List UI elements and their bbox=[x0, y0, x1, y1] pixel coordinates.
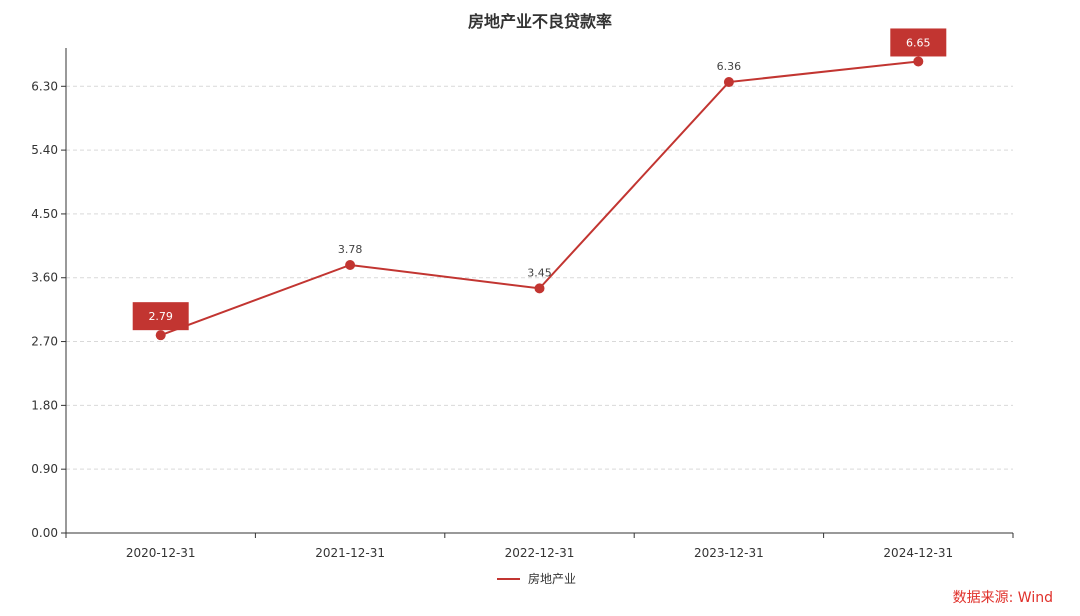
data-label: 3.78 bbox=[338, 243, 363, 256]
y-tick-label: 1.80 bbox=[31, 398, 58, 412]
series-line bbox=[160, 60, 919, 337]
data-points bbox=[155, 56, 924, 341]
y-tick-label: 2.70 bbox=[31, 335, 58, 349]
x-tick-label: 2022-12-31 bbox=[505, 546, 575, 560]
data-point[interactable] bbox=[345, 259, 356, 270]
grid-lines bbox=[66, 85, 1013, 470]
y-axis-ticks: 0.00 0.90 1.80 2.70 3.60 4.50 5.40 6.30 bbox=[31, 79, 66, 540]
data-source-note: 数据来源: Wind bbox=[952, 590, 1053, 606]
axes bbox=[65, 48, 1013, 534]
y-tick-label: 4.50 bbox=[31, 207, 58, 221]
x-axis-ticks: 2020-12-31 2021-12-31 2022-12-31 2023-12-31… bbox=[65, 533, 1014, 560]
data-label: 6.36 bbox=[717, 60, 742, 73]
data-label: 3.45 bbox=[527, 266, 552, 279]
legend-label: 房地产业 bbox=[528, 571, 576, 586]
y-tick-label: 3.60 bbox=[31, 271, 58, 285]
data-labels: 2.79 3.78 3.45 6.36 6.65 bbox=[132, 28, 947, 331]
data-label: 2.79 bbox=[148, 310, 173, 323]
series-lines bbox=[160, 60, 919, 337]
data-point[interactable] bbox=[155, 330, 166, 341]
data-point[interactable] bbox=[913, 56, 924, 67]
legend[interactable]: 房地产业 bbox=[497, 571, 576, 586]
data-point[interactable] bbox=[723, 77, 734, 88]
y-tick-label: 6.30 bbox=[31, 79, 58, 93]
x-tick-label: 2023-12-31 bbox=[694, 546, 764, 560]
x-tick-label: 2020-12-31 bbox=[126, 546, 196, 560]
data-point[interactable] bbox=[534, 283, 545, 294]
data-label: 6.65 bbox=[906, 36, 931, 49]
y-tick-label: 0.00 bbox=[31, 526, 58, 540]
chart-title: 房地产业不良贷款率 bbox=[468, 12, 612, 31]
highlight-label-box bbox=[132, 302, 189, 331]
x-tick-label: 2024-12-31 bbox=[883, 546, 953, 560]
y-tick-label: 0.90 bbox=[31, 462, 58, 476]
highlight-label-box bbox=[890, 28, 947, 57]
x-tick-label: 2021-12-31 bbox=[315, 546, 385, 560]
y-tick-label: 5.40 bbox=[31, 143, 58, 157]
